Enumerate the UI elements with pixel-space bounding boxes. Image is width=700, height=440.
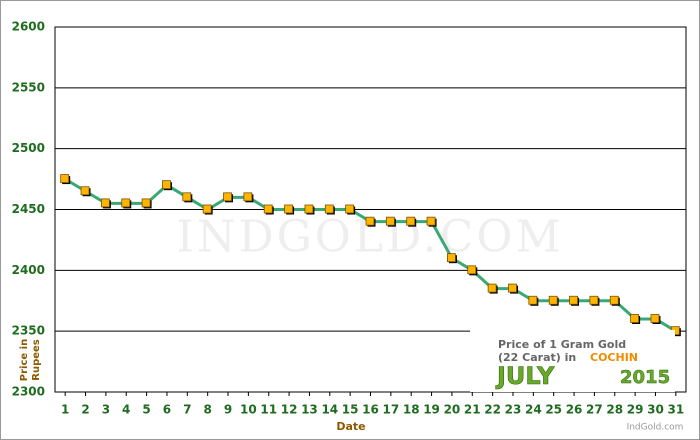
marker [182, 192, 192, 202]
marker [202, 204, 212, 214]
x-tick-label: 16 [362, 403, 379, 417]
x-tick-label: 29 [627, 403, 644, 417]
x-tick-label: 20 [444, 403, 461, 417]
marker [508, 283, 517, 293]
marker [304, 204, 314, 214]
x-tick-label: 24 [525, 403, 542, 417]
marker [528, 295, 538, 305]
x-tick-label: 17 [383, 403, 400, 417]
marker [447, 253, 456, 263]
marker [487, 283, 497, 293]
marker [467, 265, 477, 275]
marker [100, 198, 110, 208]
y-tick-label: 2300 [12, 385, 45, 399]
marker [263, 204, 273, 214]
x-tick-label: 3 [102, 403, 110, 417]
x-tick-label: 23 [505, 403, 522, 417]
marker [162, 180, 171, 190]
inset-bg [470, 330, 675, 392]
inset-month: JULY [495, 362, 555, 390]
marker [345, 204, 355, 214]
x-tick-label: 12 [281, 403, 298, 417]
x-tick-label: 5 [142, 403, 150, 417]
y-tick-label: 2550 [12, 80, 45, 94]
x-tick-label: 19 [423, 403, 440, 417]
y-axis-title-line: Price in [19, 339, 30, 381]
x-tick-label: 2 [81, 403, 89, 417]
y-tick-label: 2350 [12, 324, 45, 338]
inset-line: Price of 1 Gram Gold [498, 338, 626, 351]
marker [60, 174, 70, 183]
inset: Price of 1 Gram Gold (22 Carat) in COCHI… [470, 330, 675, 392]
marker [609, 295, 619, 305]
y-tick-label: 2600 [12, 20, 45, 34]
x-tick-label: 30 [647, 403, 664, 417]
marker [243, 192, 253, 202]
marker [569, 295, 578, 305]
x-tick-label: 22 [484, 403, 501, 417]
x-tick-label: 14 [321, 403, 338, 417]
x-tick-label: 31 [667, 403, 684, 417]
x-tick-label: 25 [545, 403, 562, 417]
marker [141, 198, 151, 208]
x-tick-label: 1 [61, 403, 69, 417]
y-tick-label: 2500 [12, 141, 45, 155]
marker [650, 314, 660, 323]
x-tick-label: 11 [260, 403, 277, 417]
x-tick-label: 26 [566, 403, 583, 417]
x-tick-label: 21 [464, 403, 481, 417]
marker [284, 204, 293, 214]
x-tick-label: 18 [403, 403, 420, 417]
marker [223, 192, 232, 202]
marker [121, 198, 131, 208]
marker [406, 216, 416, 226]
marker [548, 295, 558, 305]
y-axis-title-line: Rupees [31, 339, 42, 381]
x-tick-label: 28 [606, 403, 623, 417]
marker [426, 216, 436, 226]
marker [630, 314, 640, 323]
x-tick-label: 8 [203, 403, 211, 417]
inset-line: (22 Carat) in [498, 351, 576, 364]
x-axis-title: Date [336, 420, 365, 433]
x-tick-label: 4 [122, 403, 130, 417]
x-tick-label: 13 [301, 403, 318, 417]
x-tick-label: 9 [224, 403, 232, 417]
x-tick-label: 6 [163, 403, 171, 417]
x-tick-label: 15 [342, 403, 359, 417]
marker [80, 186, 90, 196]
x-tick-label: 10 [240, 403, 257, 417]
x-tick-label: 27 [586, 403, 603, 417]
marker [589, 295, 599, 305]
marker [385, 216, 395, 226]
y-axis-title: Price in Rupees [19, 339, 42, 381]
x-tick-label: 7 [183, 403, 191, 417]
marker [365, 216, 375, 226]
marker [324, 204, 334, 214]
y-tick-label: 2450 [12, 202, 45, 216]
y-tick-label: 2400 [12, 263, 45, 277]
inset-year: 2015 [620, 367, 670, 388]
inset-city: COCHIN [590, 351, 638, 364]
source: IndGold.com [627, 423, 684, 433]
